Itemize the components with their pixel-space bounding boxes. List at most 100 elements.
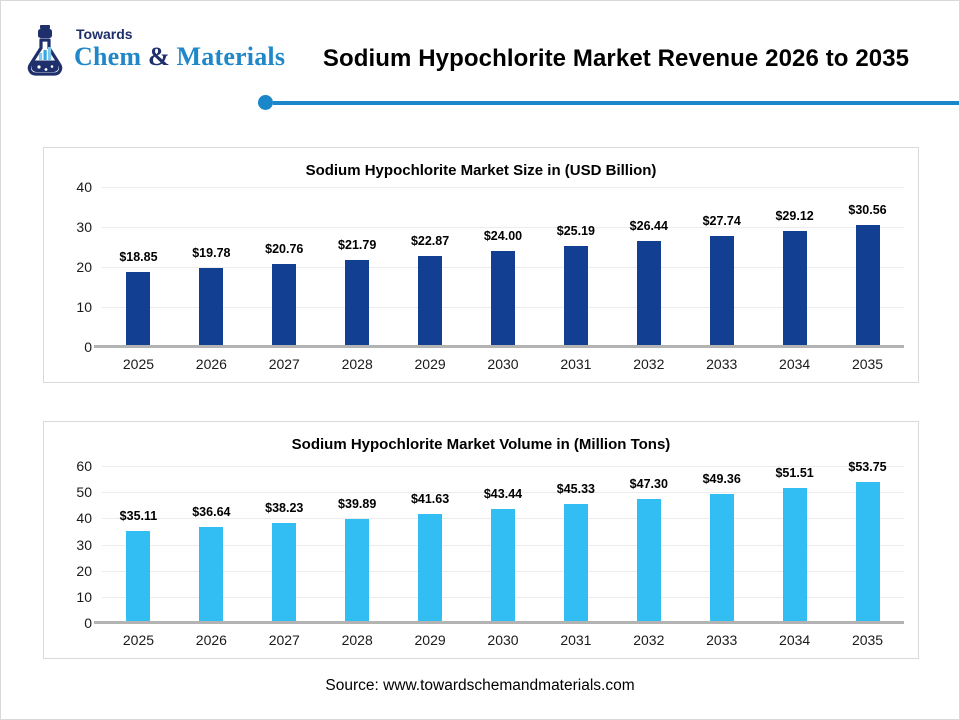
bar-cell: $35.11 [102,509,175,623]
bar-2032 [636,241,661,347]
x-axis-label: 2025 [122,632,155,648]
chart-title-market-volume: Sodium Hypochlorite Market Volume in (Mi… [291,436,671,453]
x-axis-label: 2029 [414,356,446,372]
y-axis-tick: 0 [84,615,92,631]
bar-value-label: $38.23 [265,500,304,515]
accent-divider [258,95,959,110]
x-axis-label: 2031 [560,632,592,648]
bar-2026 [199,527,224,623]
brand-towards-text: Towards [76,26,133,42]
x-axis-label: 2026 [195,632,227,648]
bar-2030 [490,509,515,623]
bar-2028 [345,259,370,347]
bar-cell: $20.76 [248,242,321,347]
bar-2033 [709,493,734,623]
bar-cell: $45.33 [539,482,612,623]
bar-value-label: $20.76 [265,241,304,256]
bar-2027 [272,522,297,623]
divider-line [273,100,959,105]
bar-value-label: $53.75 [848,460,887,475]
bar-value-label: $18.85 [119,249,158,264]
bar-cell: $47.30 [612,477,685,623]
x-axis-label: 2033 [706,356,738,372]
bar-value-label: $25.19 [556,224,595,239]
bar-value-label: $29.12 [775,208,814,223]
bar-2030 [490,251,515,347]
bar-cell: $21.79 [321,238,394,347]
x-axis-label: 2025 [122,356,155,372]
bar-value-label: $26.44 [629,219,668,234]
bar-cell: $43.44 [467,487,540,623]
bar-value-label: $45.33 [556,482,595,497]
bar-value-label: $51.51 [775,466,814,481]
y-axis-tick: 10 [76,299,92,315]
x-axis-label: 2035 [851,632,884,648]
divider-dot [258,95,273,110]
gridline [102,187,904,188]
page-title: Sodium Hypochlorite Market Revenue 2026 … [322,45,910,72]
bar-cell: $18.85 [102,250,175,347]
bar-cell: $53.75 [831,460,904,623]
bar-2034 [782,488,807,623]
bar-value-label: $49.36 [702,471,741,486]
y-axis-tick: 30 [76,219,92,235]
bar-cell: $19.78 [175,246,248,347]
x-axis-label: 2027 [268,356,300,372]
x-axis-labels: 2025 2026 2027 2028 2029 2030 2031 2032 2033 2034… [102,356,904,372]
gridline [102,492,904,494]
y-axis-tick: 20 [76,562,92,579]
x-axis-label: 2033 [706,632,738,648]
x-axis-line [94,345,904,348]
x-axis-label: 2030 [487,356,519,372]
bar-2025 [126,271,151,347]
bar-2034 [782,230,807,347]
bar-2026 [199,267,224,347]
bar-2029 [418,514,443,623]
bar-value-label: $39.89 [338,496,377,511]
x-axis-label: 2035 [851,356,884,372]
bar-cell: $29.12 [758,209,831,347]
bar-chart-market-size: 0 10 20 30 40 $18.85 $19.78 $20.76 $21.79 $22.87 $… [76,179,904,372]
x-axis-label: 2027 [268,632,300,648]
bar-cell: $49.36 [685,472,758,623]
x-axis-line [94,621,904,624]
source-text: Source: www.towardschemandmaterials.com [325,677,635,694]
chart-title-market-size: Sodium Hypochlorite Market Size in (USD … [305,162,657,179]
x-axis-labels: 2025 2026 2027 2028 2029 2030 2031 2032 2033 2034… [102,632,904,648]
brand-name: Chem & Materials [74,42,286,71]
bar-2031 [563,246,588,347]
y-axis-tick: 20 [76,259,92,275]
chart-panel-market-volume: Sodium Hypochlorite Market Volume in (Mi… [43,421,919,659]
bar-cell: $51.51 [758,466,831,623]
bar-2028 [345,518,370,623]
bar-cell: $41.63 [394,492,467,623]
bar-value-label: $27.74 [702,214,741,229]
bar-2035 [855,482,880,623]
bar-cell: $26.44 [612,219,685,347]
x-axis-label: 2031 [560,356,592,372]
gridline [102,227,904,228]
y-axis-tick: 40 [76,179,92,195]
x-axis-label: 2028 [341,632,373,648]
bar-2031 [563,504,588,623]
bar-cell: $38.23 [248,501,321,623]
y-axis-tick: 30 [76,536,92,553]
bar-cell: $36.64 [175,505,248,623]
bars-row: $35.11 $36.64 $38.23 $39.89 $41.63 $43.44 $45.… [102,460,904,623]
y-axis-tick: 40 [76,510,92,527]
y-axis-tick: 60 [76,458,92,474]
x-axis-label: 2034 [779,356,811,372]
y-axis-tick: 10 [76,588,92,605]
y-axis-tick: 0 [84,339,92,355]
bar-cell: $30.56 [831,203,904,347]
x-axis-label: 2029 [414,632,446,648]
bar-cell: $25.19 [539,224,612,347]
bar-2025 [126,531,151,623]
plot-area: 0 10 20 30 40 50 60 $35.11 $36.64 $38.23 $39.89 $41… [76,458,904,631]
chart-panel-market-size: Sodium Hypochlorite Market Size in (USD … [43,147,919,383]
plot-area: 0 10 20 30 40 $18.85 $19.78 $20.76 $21.79 $22.87 $… [76,179,904,355]
x-axis-label: 2032 [633,632,665,648]
bar-chart-market-volume: 0 10 20 30 40 50 60 $35.11 $36.64 $38.23 $39.89 $41… [76,458,904,648]
bar-value-label: $43.44 [483,487,523,502]
bar-2029 [418,255,443,347]
